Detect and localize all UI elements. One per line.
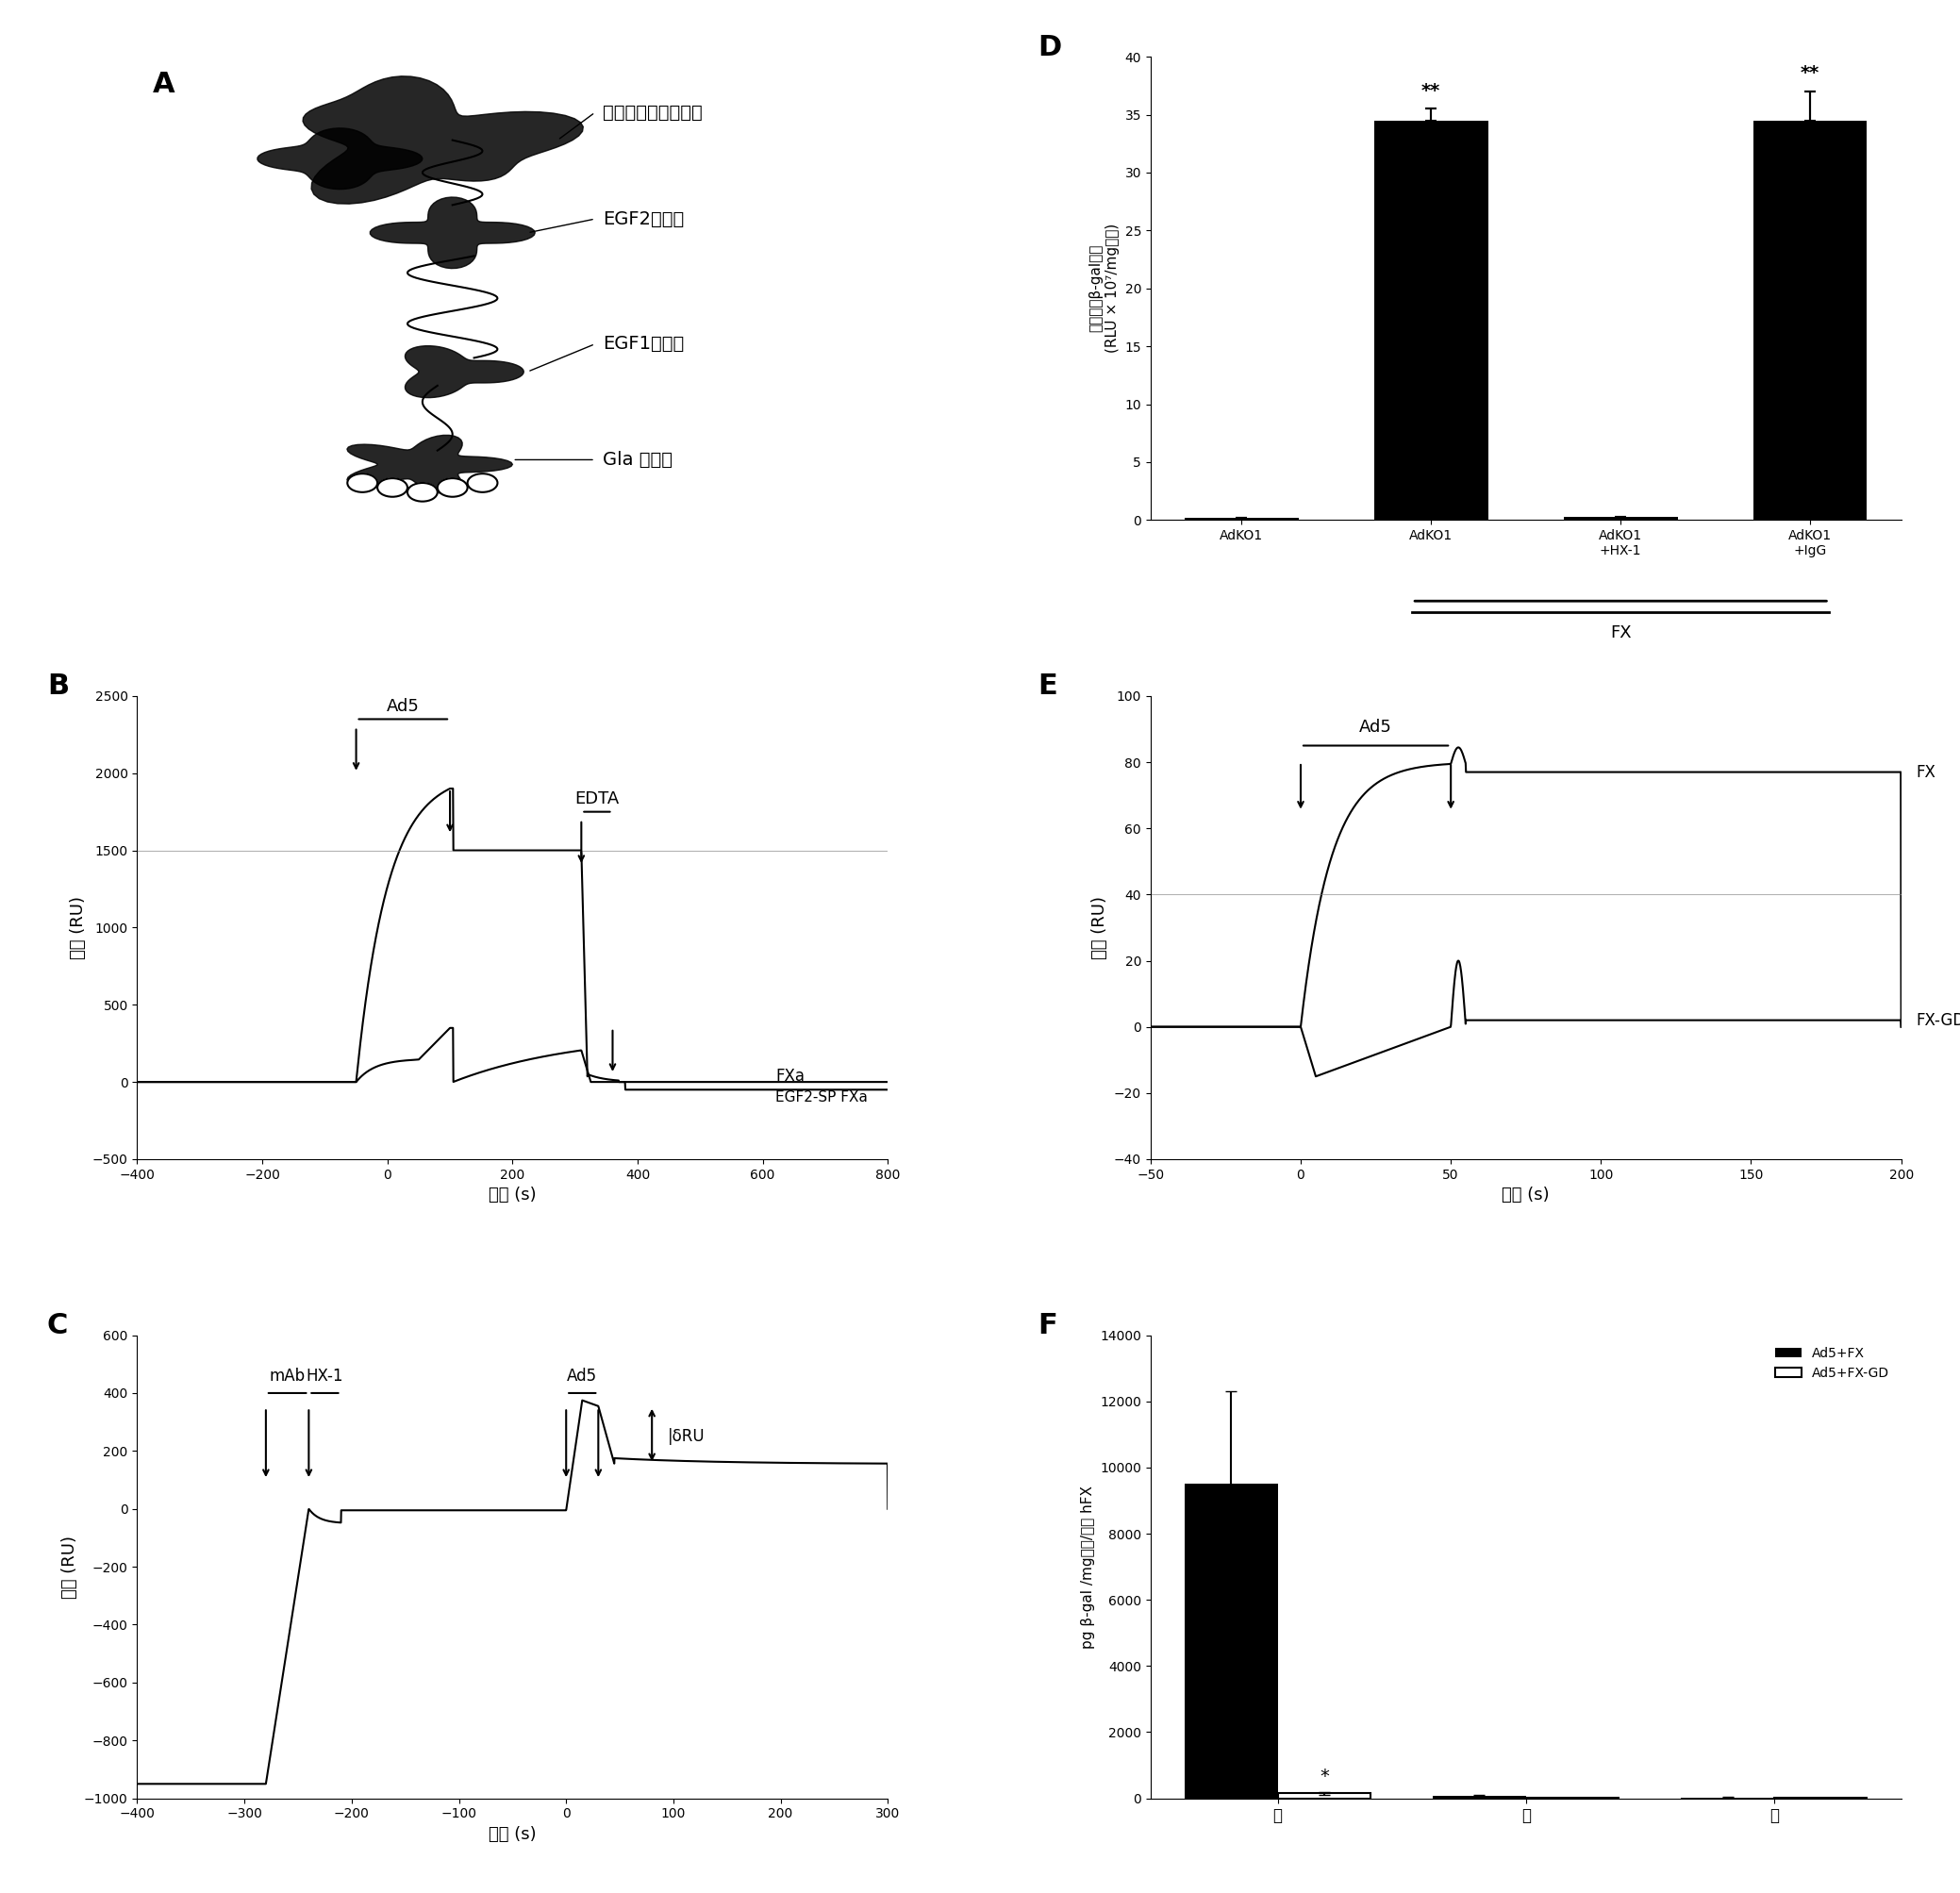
Text: EGF1结构域: EGF1结构域	[602, 335, 684, 352]
Y-axis label: 响应 (RU): 响应 (RU)	[61, 1535, 78, 1598]
Text: B: B	[47, 672, 69, 700]
Text: HX-1: HX-1	[306, 1367, 343, 1384]
Y-axis label: pg β-gal /mg蛋白/单元 hFX: pg β-gal /mg蛋白/单元 hFX	[1080, 1486, 1096, 1649]
Text: FX: FX	[1609, 625, 1631, 642]
Text: Ad5: Ad5	[1360, 719, 1392, 736]
Bar	[1278, 1793, 1370, 1798]
Text: D: D	[1039, 34, 1062, 61]
Text: mAb: mAb	[269, 1367, 306, 1384]
Polygon shape	[347, 435, 512, 494]
X-axis label: 时间 (s): 时间 (s)	[488, 1827, 537, 1844]
Text: **: **	[1801, 64, 1819, 81]
Text: EDTA: EDTA	[574, 789, 619, 806]
Bar	[1754, 121, 1868, 521]
Circle shape	[408, 483, 437, 502]
X-axis label: 时间 (s): 时间 (s)	[488, 1187, 537, 1204]
Text: **: **	[1421, 81, 1441, 100]
Text: C: C	[47, 1312, 69, 1340]
Text: Ad5: Ad5	[566, 1367, 598, 1384]
Polygon shape	[370, 197, 535, 269]
Text: EGF2-SP FXa: EGF2-SP FXa	[776, 1090, 868, 1104]
Text: FXa: FXa	[776, 1068, 804, 1085]
Polygon shape	[406, 346, 523, 398]
Circle shape	[468, 473, 498, 492]
Text: F: F	[1039, 1312, 1058, 1340]
Bar	[1564, 517, 1678, 521]
Text: Ad5: Ad5	[386, 697, 419, 714]
Bar	[1184, 517, 1298, 521]
Circle shape	[347, 473, 378, 492]
Bar	[1374, 121, 1488, 521]
Text: FX: FX	[1917, 763, 1936, 780]
Bar	[1433, 1796, 1527, 1798]
Text: 丝氨酸蛋白酶结构域: 丝氨酸蛋白酶结构域	[602, 104, 702, 121]
Text: *: *	[1319, 1768, 1329, 1785]
Y-axis label: 标准化的β-gal表达
(RLU × 10⁷/mg蛋白): 标准化的β-gal表达 (RLU × 10⁷/mg蛋白)	[1090, 223, 1119, 354]
Polygon shape	[257, 129, 423, 189]
Text: EGF2结构域: EGF2结构域	[602, 210, 684, 227]
Bar	[1184, 1484, 1278, 1798]
Text: |δRU: |δRU	[668, 1427, 706, 1444]
X-axis label: 时间 (s): 时间 (s)	[1501, 1187, 1550, 1204]
Legend: Ad5+FX, Ad5+FX-GD: Ad5+FX, Ad5+FX-GD	[1770, 1342, 1895, 1386]
Text: Gla 结构域: Gla 结构域	[602, 451, 672, 469]
Circle shape	[378, 479, 408, 496]
Text: FX-GD: FX-GD	[1917, 1011, 1960, 1028]
Polygon shape	[304, 76, 584, 204]
Y-axis label: 响应 (RU): 响应 (RU)	[1092, 895, 1109, 960]
Text: A: A	[153, 70, 174, 98]
Circle shape	[437, 479, 468, 496]
Y-axis label: 响应 (RU): 响应 (RU)	[71, 895, 86, 960]
Text: E: E	[1039, 672, 1058, 700]
